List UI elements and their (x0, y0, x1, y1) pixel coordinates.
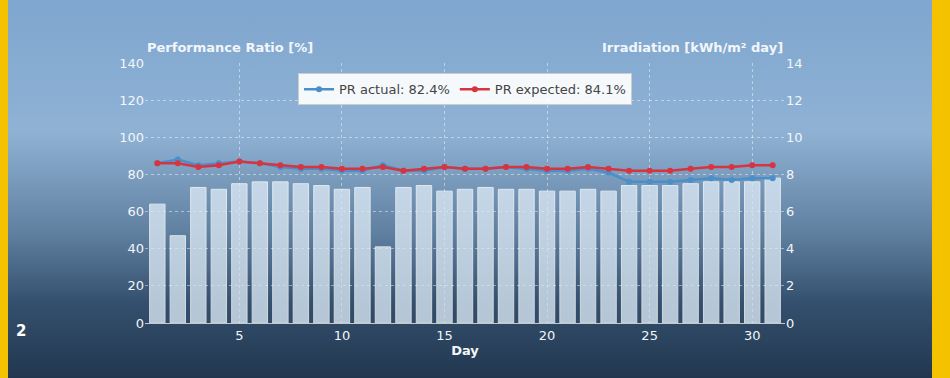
svg-text:100: 100 (119, 130, 144, 145)
svg-text:12: 12 (786, 93, 803, 108)
svg-text:10: 10 (786, 130, 803, 145)
svg-text:60: 60 (127, 204, 144, 219)
svg-text:14: 14 (786, 56, 803, 71)
svg-text:25: 25 (641, 328, 658, 343)
svg-text:30: 30 (744, 328, 761, 343)
svg-text:2: 2 (786, 278, 794, 293)
svg-text:4: 4 (786, 241, 794, 256)
svg-text:15: 15 (436, 328, 453, 343)
svg-text:20: 20 (127, 278, 144, 293)
svg-text:2: 2 (16, 322, 26, 340)
svg-text:5: 5 (235, 328, 243, 343)
svg-text:PR actual: 82.4%: PR actual: 82.4% (339, 82, 450, 97)
svg-text:120: 120 (119, 93, 144, 108)
svg-text:10: 10 (334, 328, 351, 343)
svg-text:140: 140 (119, 56, 144, 71)
svg-text:0: 0 (136, 316, 144, 331)
svg-text:PR expected: 84.1%: PR expected: 84.1% (495, 82, 626, 97)
svg-text:0: 0 (786, 316, 794, 331)
svg-text:8: 8 (786, 167, 794, 182)
svg-text:40: 40 (127, 241, 144, 256)
svg-text:Irradiation [kWh/m² day]: Irradiation [kWh/m² day] (602, 40, 783, 55)
svg-text:80: 80 (127, 167, 144, 182)
svg-text:20: 20 (539, 328, 556, 343)
svg-text:Performance Ratio [%]: Performance Ratio [%] (147, 40, 313, 55)
svg-text:Day: Day (451, 343, 479, 358)
svg-text:6: 6 (786, 204, 794, 219)
